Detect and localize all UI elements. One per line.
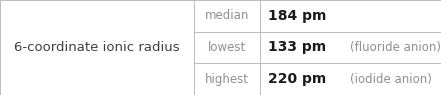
Text: 184 pm: 184 pm <box>268 9 327 23</box>
Text: (fluoride anion): (fluoride anion) <box>350 41 441 54</box>
Text: 6-coordinate ionic radius: 6-coordinate ionic radius <box>14 41 180 54</box>
Text: (iodide anion): (iodide anion) <box>350 73 432 86</box>
Text: median: median <box>205 9 249 22</box>
Text: lowest: lowest <box>208 41 246 54</box>
Text: 220 pm: 220 pm <box>268 72 326 86</box>
Text: highest: highest <box>205 73 249 86</box>
Text: 133 pm: 133 pm <box>268 40 326 55</box>
